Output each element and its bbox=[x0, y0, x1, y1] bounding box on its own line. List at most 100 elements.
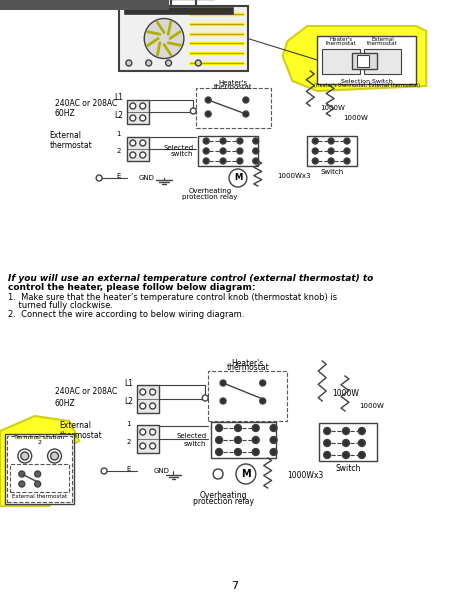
Circle shape bbox=[150, 443, 155, 449]
Text: turned fully clockwise.: turned fully clockwise. bbox=[8, 301, 113, 310]
Circle shape bbox=[203, 138, 209, 144]
Circle shape bbox=[253, 138, 259, 144]
Circle shape bbox=[260, 398, 266, 404]
Text: M: M bbox=[234, 174, 242, 183]
Text: E: E bbox=[117, 173, 121, 179]
Circle shape bbox=[203, 158, 209, 164]
Circle shape bbox=[130, 140, 136, 146]
Text: 1000W: 1000W bbox=[343, 115, 368, 121]
Bar bbox=[317, 36, 416, 84]
Text: External: External bbox=[371, 37, 394, 42]
Circle shape bbox=[235, 424, 241, 432]
Bar bbox=[5, 434, 74, 504]
Text: 7: 7 bbox=[231, 581, 238, 591]
Bar bbox=[196, 88, 271, 128]
Circle shape bbox=[203, 148, 209, 154]
Text: Terminal station: Terminal station bbox=[14, 435, 65, 440]
Circle shape bbox=[140, 115, 146, 121]
Circle shape bbox=[165, 60, 172, 66]
Circle shape bbox=[150, 403, 155, 409]
Text: L1: L1 bbox=[114, 94, 123, 103]
Circle shape bbox=[237, 148, 243, 154]
Circle shape bbox=[253, 158, 259, 164]
Circle shape bbox=[216, 424, 223, 432]
Circle shape bbox=[252, 436, 259, 444]
Text: thermostat: thermostat bbox=[59, 432, 102, 441]
Text: thermostat: thermostat bbox=[367, 41, 398, 46]
Circle shape bbox=[140, 152, 146, 158]
Circle shape bbox=[220, 380, 226, 386]
Circle shape bbox=[47, 449, 62, 463]
Text: 2: 2 bbox=[117, 148, 121, 154]
Text: 1: 1 bbox=[127, 421, 131, 427]
Text: 240AC or 208AC: 240AC or 208AC bbox=[55, 386, 117, 395]
Text: External: External bbox=[50, 132, 82, 141]
Text: Selected
switch: Selected switch bbox=[163, 144, 193, 157]
Circle shape bbox=[130, 103, 136, 109]
Bar bbox=[137, 385, 159, 413]
Circle shape bbox=[205, 111, 211, 117]
Text: protection relay: protection relay bbox=[192, 497, 254, 506]
Circle shape bbox=[21, 452, 29, 460]
Text: thermostat: thermostat bbox=[214, 84, 252, 90]
Text: Selection Switch: Selection Switch bbox=[341, 79, 392, 84]
Text: M: M bbox=[241, 469, 251, 479]
Circle shape bbox=[19, 481, 25, 487]
Circle shape bbox=[260, 380, 266, 386]
Bar bbox=[127, 137, 149, 161]
Circle shape bbox=[205, 97, 211, 103]
Circle shape bbox=[35, 481, 41, 487]
Circle shape bbox=[96, 175, 102, 181]
Circle shape bbox=[252, 448, 259, 456]
Circle shape bbox=[202, 395, 208, 401]
Bar bbox=[352, 53, 377, 69]
Text: L2: L2 bbox=[114, 111, 123, 120]
Text: 1: 1 bbox=[117, 131, 121, 137]
Text: E: E bbox=[127, 466, 131, 472]
Circle shape bbox=[140, 403, 146, 409]
Text: L1: L1 bbox=[124, 379, 133, 388]
Bar bbox=[198, 136, 258, 166]
Circle shape bbox=[140, 103, 146, 109]
Circle shape bbox=[235, 436, 241, 444]
Circle shape bbox=[51, 452, 58, 460]
Polygon shape bbox=[283, 26, 426, 91]
Circle shape bbox=[235, 448, 241, 456]
Circle shape bbox=[358, 451, 365, 459]
Circle shape bbox=[216, 436, 223, 444]
Circle shape bbox=[19, 471, 25, 477]
Bar bbox=[137, 425, 159, 453]
Text: If you will use an external temperature control (external thermostat) to: If you will use an external temperature … bbox=[8, 274, 373, 283]
Circle shape bbox=[344, 158, 350, 164]
Text: thermostat: thermostat bbox=[326, 41, 356, 46]
Bar bbox=[322, 49, 360, 74]
Text: GND: GND bbox=[154, 468, 170, 474]
Circle shape bbox=[344, 138, 350, 144]
Circle shape bbox=[270, 448, 277, 456]
Circle shape bbox=[243, 111, 249, 117]
Circle shape bbox=[243, 97, 249, 103]
Circle shape bbox=[312, 148, 318, 154]
Bar bbox=[119, 6, 248, 71]
Bar bbox=[10, 464, 69, 492]
Circle shape bbox=[237, 158, 243, 164]
Circle shape bbox=[220, 398, 226, 404]
Circle shape bbox=[312, 138, 318, 144]
Bar bbox=[7, 436, 73, 502]
Text: thermostat: thermostat bbox=[227, 363, 269, 372]
Circle shape bbox=[324, 427, 331, 435]
Text: thermostat: thermostat bbox=[50, 141, 92, 150]
Text: control the heater, please follow below diagram:: control the heater, please follow below … bbox=[8, 283, 255, 292]
Text: External thermostat: External thermostat bbox=[12, 494, 67, 499]
Text: 1000Wx3: 1000Wx3 bbox=[278, 173, 311, 179]
Text: 1000Wx3: 1000Wx3 bbox=[288, 472, 324, 481]
Circle shape bbox=[140, 429, 146, 435]
Bar bbox=[127, 100, 149, 124]
Bar bbox=[307, 136, 357, 166]
Circle shape bbox=[195, 60, 201, 66]
Circle shape bbox=[343, 427, 349, 435]
Text: 2: 2 bbox=[37, 440, 42, 445]
Circle shape bbox=[253, 148, 259, 154]
Text: Overheating: Overheating bbox=[199, 491, 247, 500]
Text: 60HZ: 60HZ bbox=[55, 398, 75, 407]
